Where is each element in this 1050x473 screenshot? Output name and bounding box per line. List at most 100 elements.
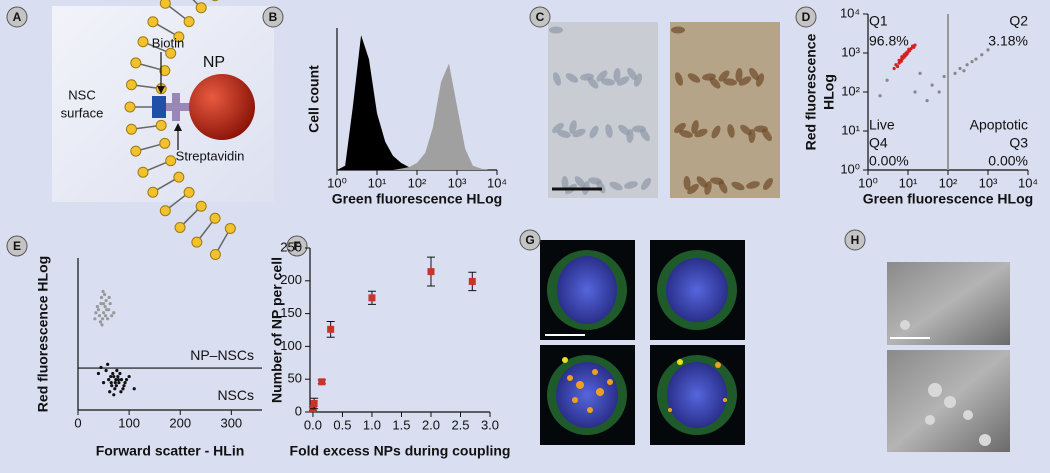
lipid-head: [165, 155, 177, 167]
x-tick-label: 10⁰: [327, 175, 347, 190]
lipid-head: [191, 236, 203, 248]
y-tick-label: 250: [280, 239, 302, 254]
lipid-head: [137, 36, 149, 48]
x-axis-label: Fold excess NPs during coupling: [290, 443, 511, 459]
point: [368, 294, 376, 302]
lipid-head: [124, 101, 136, 113]
histogram-area: [337, 63, 497, 170]
point: [123, 381, 127, 385]
x-tick-label: 10¹: [899, 175, 918, 190]
lipid-head: [159, 205, 171, 217]
point: [97, 314, 102, 318]
point: [878, 94, 882, 98]
x-tick-label: 2.5: [451, 417, 469, 432]
point: [99, 302, 103, 306]
fluorescence-images: [540, 240, 745, 445]
point: [110, 384, 114, 388]
annotation: NSCs: [217, 387, 254, 403]
point: [900, 56, 904, 61]
point: [122, 384, 126, 388]
y-axis-label: Red fluorescence HLog: [35, 256, 51, 412]
streptavidin-bar: [172, 93, 180, 121]
nucleus: [557, 256, 617, 324]
annotation: 0.00%: [869, 153, 909, 169]
lipid-head: [183, 186, 195, 198]
cell: [601, 78, 615, 86]
point: [98, 320, 103, 324]
x-tick-label: 2.0: [422, 417, 440, 432]
lipid-head: [130, 145, 142, 157]
cell: [687, 73, 701, 83]
point: [970, 60, 974, 64]
annotation: Live: [869, 117, 895, 133]
cell: [749, 67, 759, 81]
point: [106, 362, 110, 366]
panel-label-badge: [286, 235, 308, 257]
point: [104, 368, 108, 373]
y-tick-label: 100: [280, 338, 302, 353]
y-axis-label: Red fluorescence: [803, 33, 819, 150]
lipid-head: [173, 31, 185, 43]
cell: [709, 77, 721, 89]
point: [114, 384, 118, 388]
point: [918, 71, 922, 75]
x-axis-label: Forward scatter - HLin: [96, 443, 245, 459]
x-tick-label: 10³: [448, 175, 467, 190]
point: [468, 277, 476, 285]
x-tick-label: 10⁴: [487, 175, 507, 190]
cell: [710, 177, 724, 185]
x-axis-label: Green fluorescence HLog: [332, 191, 502, 207]
cell: [613, 68, 621, 82]
point: [132, 387, 136, 391]
x-tick-label: 0.5: [333, 417, 351, 432]
x-tick-label: 3.0: [481, 417, 499, 432]
point: [107, 378, 111, 382]
nanoparticle: [189, 74, 255, 140]
cell: [609, 181, 623, 191]
lipid-head: [195, 200, 207, 212]
cell: [754, 125, 768, 133]
lipid-head: [159, 65, 171, 77]
point: [892, 66, 896, 71]
lipid-head: [125, 123, 137, 135]
point: [113, 387, 117, 391]
x-tick-label: 10²: [408, 175, 427, 190]
x-tick-label: 300: [220, 415, 242, 430]
point: [953, 71, 957, 75]
cell: [738, 76, 752, 86]
cell: [694, 128, 708, 138]
point: [958, 66, 962, 71]
point: [101, 302, 106, 306]
point: [327, 325, 335, 333]
x-tick-label: 0.0: [304, 417, 322, 432]
lipid-head: [173, 171, 185, 183]
panel-label: C: [536, 10, 545, 24]
point: [104, 298, 108, 303]
cell: [618, 124, 630, 136]
lipid-head: [183, 16, 195, 28]
point: [937, 90, 941, 94]
annotation: Q2: [1009, 13, 1028, 29]
panel-label: A: [13, 10, 22, 24]
x-tick-label: 10³: [979, 175, 998, 190]
micrograph: [548, 22, 658, 198]
point: [913, 90, 917, 94]
panel-label: G: [525, 233, 534, 247]
x-tick-label: 10²: [939, 175, 958, 190]
point: [112, 374, 116, 379]
cell: [746, 181, 760, 189]
x-tick-label: 1.0: [363, 417, 381, 432]
cell: [696, 176, 708, 188]
annotation: Q1: [869, 13, 888, 29]
y-tick-label: 10¹: [841, 122, 860, 137]
point: [897, 61, 901, 65]
panel-label: F: [293, 239, 300, 253]
y-axis-label: Cell count: [306, 65, 322, 133]
y-tick-label: 10⁰: [840, 161, 860, 176]
point: [116, 374, 120, 379]
point: [102, 292, 107, 297]
lipid-head: [137, 166, 149, 178]
point: [925, 99, 929, 103]
